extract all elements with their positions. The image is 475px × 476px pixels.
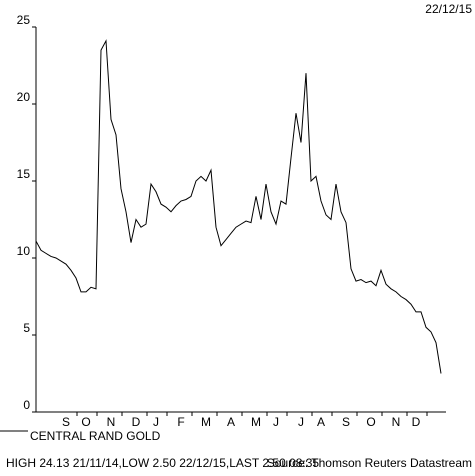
x-tick-label: M <box>251 415 261 429</box>
x-tick-label: M <box>201 415 211 429</box>
x-tick-label: D <box>412 415 421 429</box>
y-tick-label: 10 <box>17 244 31 258</box>
x-tick-label: A <box>317 415 325 429</box>
source-text: Source: Thomson Reuters Datastream <box>267 456 472 470</box>
chart-date: 22/12/15 <box>425 2 472 16</box>
x-tick-label: O <box>366 415 375 429</box>
x-tick-label: O <box>81 415 90 429</box>
x-tick-label: N <box>392 415 401 429</box>
x-tick-label: A <box>227 415 235 429</box>
y-tick-label: 20 <box>17 90 31 104</box>
y-tick-label: 25 <box>17 13 31 27</box>
x-tick-label: F <box>177 415 184 429</box>
x-tick-label: N <box>107 415 116 429</box>
x-tick-label: S <box>62 415 70 429</box>
x-tick-label: J <box>153 415 159 429</box>
x-tick-label: J <box>273 415 279 429</box>
data-line <box>35 39 442 374</box>
x-tick-label: S <box>342 415 350 429</box>
legend-label: CENTRAL RAND GOLD <box>30 429 161 443</box>
stats-text: HIGH 24.13 21/11/14,LOW 2.50 22/12/15,LA… <box>6 456 319 470</box>
y-tick-label: 0 <box>23 398 30 412</box>
x-tick-label: D <box>132 415 141 429</box>
x-tick-label: J <box>298 415 304 429</box>
y-tick-label: 15 <box>17 167 31 181</box>
y-tick-label: 5 <box>23 321 30 335</box>
